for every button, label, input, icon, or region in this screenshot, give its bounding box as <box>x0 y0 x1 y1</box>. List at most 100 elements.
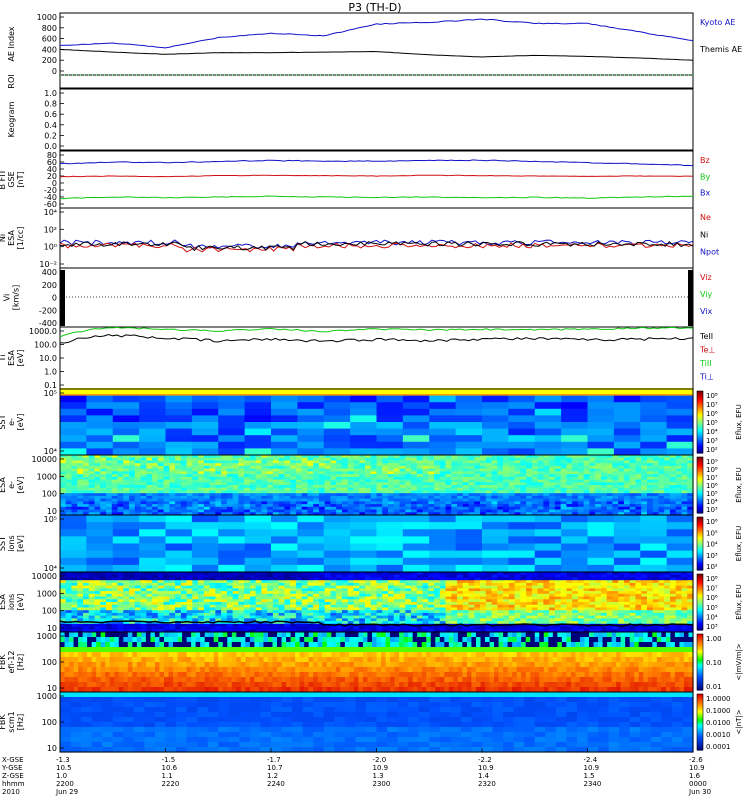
spectrogram-cell <box>405 591 412 595</box>
spectrogram-cell <box>249 618 257 622</box>
spectrogram-cell <box>129 465 136 470</box>
spectrogram-cell <box>595 593 602 598</box>
spectrogram-cell <box>169 476 176 481</box>
spectrogram-cell <box>364 509 372 513</box>
spectrogram-cell <box>428 593 435 598</box>
spectrogram-cell <box>272 474 280 478</box>
spectrogram-cell <box>60 408 87 416</box>
spectrogram-cell <box>428 504 435 508</box>
spectrogram-cell <box>508 580 516 584</box>
spectrogram-cell <box>165 536 193 545</box>
spectrogram-cell <box>595 615 602 619</box>
spectrogram-cell <box>641 495 648 500</box>
spectrogram-cell <box>353 495 360 500</box>
spectrogram-cell <box>531 588 539 592</box>
spectrogram-cell <box>457 623 464 628</box>
spectrogram-cell <box>301 580 309 584</box>
spectrogram-cell <box>307 602 314 606</box>
spectrogram-cell <box>534 428 562 436</box>
spectrogram-cell <box>612 457 619 462</box>
spectrogram-cell <box>192 585 199 589</box>
spectrogram-cell <box>336 629 343 633</box>
spectrogram-cell <box>221 623 228 628</box>
spectrogram-cell <box>376 615 383 619</box>
spectrogram-cell <box>681 506 688 511</box>
spectrogram-cell <box>244 629 251 633</box>
spectrogram-cell <box>88 626 96 630</box>
spectrogram-cell <box>106 512 113 516</box>
spectrogram-cell <box>203 468 211 472</box>
spectrogram-cell <box>336 463 343 467</box>
spectrogram-cell <box>249 504 257 508</box>
spectrogram-cell <box>191 428 219 436</box>
spectrogram-cell <box>399 455 406 459</box>
spectrogram-cell <box>284 610 291 614</box>
spectrogram-cell <box>290 626 297 630</box>
spectrogram-cell <box>428 629 435 633</box>
spectrogram-cell <box>669 495 677 500</box>
spectrogram-cell <box>497 629 504 633</box>
spectrogram-cell <box>370 506 378 511</box>
spectrogram-cell <box>640 435 668 443</box>
spectrogram-cell <box>134 509 142 513</box>
spectrogram-cell <box>324 463 332 467</box>
spectrogram-cell <box>434 463 441 467</box>
spectrogram-cell <box>71 485 78 489</box>
spectrogram-cell <box>157 509 165 513</box>
spectrogram-cell <box>606 591 614 595</box>
spectrogram-cell <box>520 612 527 617</box>
spectrogram-cell <box>221 593 228 598</box>
spectrogram-cell <box>157 498 165 502</box>
spectrogram-cell <box>198 493 205 497</box>
spectrogram-cell <box>560 615 567 619</box>
spectrogram-cell <box>388 485 395 489</box>
spectrogram-cell <box>336 596 343 600</box>
spectrogram-cell <box>520 506 527 511</box>
spectrogram-cell <box>503 504 510 508</box>
spectrogram-cell <box>526 588 533 592</box>
spectrogram-cell <box>531 604 539 609</box>
spectrogram-cell <box>295 495 303 500</box>
spectrogram-cell <box>445 485 452 489</box>
spectrogram-cell <box>297 422 325 430</box>
spectrogram-cell <box>393 457 401 462</box>
spectrogram-cell <box>520 455 527 459</box>
spectrogram-cell <box>65 591 73 595</box>
spectrogram-cell <box>140 490 147 494</box>
spectrogram-cell <box>474 582 481 587</box>
spectrogram-cell <box>290 509 297 513</box>
spectrogram-cell <box>226 479 234 483</box>
spectrogram-cell <box>393 482 401 486</box>
spectrogram-cell <box>468 455 475 459</box>
spectrogram-cell <box>192 506 199 511</box>
spectrogram-cell <box>399 629 406 633</box>
spectrogram-cell <box>537 493 544 497</box>
spectrogram-cell <box>537 495 544 500</box>
spectrogram-cell <box>560 621 567 625</box>
spectrogram-cell <box>514 465 521 470</box>
spectrogram-cell <box>669 463 677 467</box>
spectrogram-cell <box>192 623 199 628</box>
spectrogram-cell <box>238 498 245 502</box>
spectrogram-cell <box>402 395 430 403</box>
spectrogram-cell <box>60 599 67 603</box>
spectrogram-cell <box>180 577 188 581</box>
spectrogram-cell <box>271 448 298 456</box>
spectrogram-cell <box>641 460 648 464</box>
spectrogram-cell <box>60 602 67 606</box>
spectrogram-cell <box>318 602 326 606</box>
spectrogram-cell <box>566 623 573 628</box>
spectrogram-cell <box>180 485 188 489</box>
spectrogram-cell <box>215 506 222 511</box>
spectrogram-cell <box>629 490 637 494</box>
spectrogram-cell <box>324 490 332 494</box>
spectrogram-cell <box>534 441 562 449</box>
spectrogram-cell <box>123 465 130 470</box>
spectrogram-cell <box>566 602 573 606</box>
spectrogram-cell <box>88 506 96 511</box>
spectrogram-cell <box>526 610 533 614</box>
spectrogram-cell <box>382 455 389 459</box>
spectrogram-cell <box>350 522 378 530</box>
spectrogram-cell <box>152 498 159 502</box>
spectrogram-cell <box>629 512 637 516</box>
